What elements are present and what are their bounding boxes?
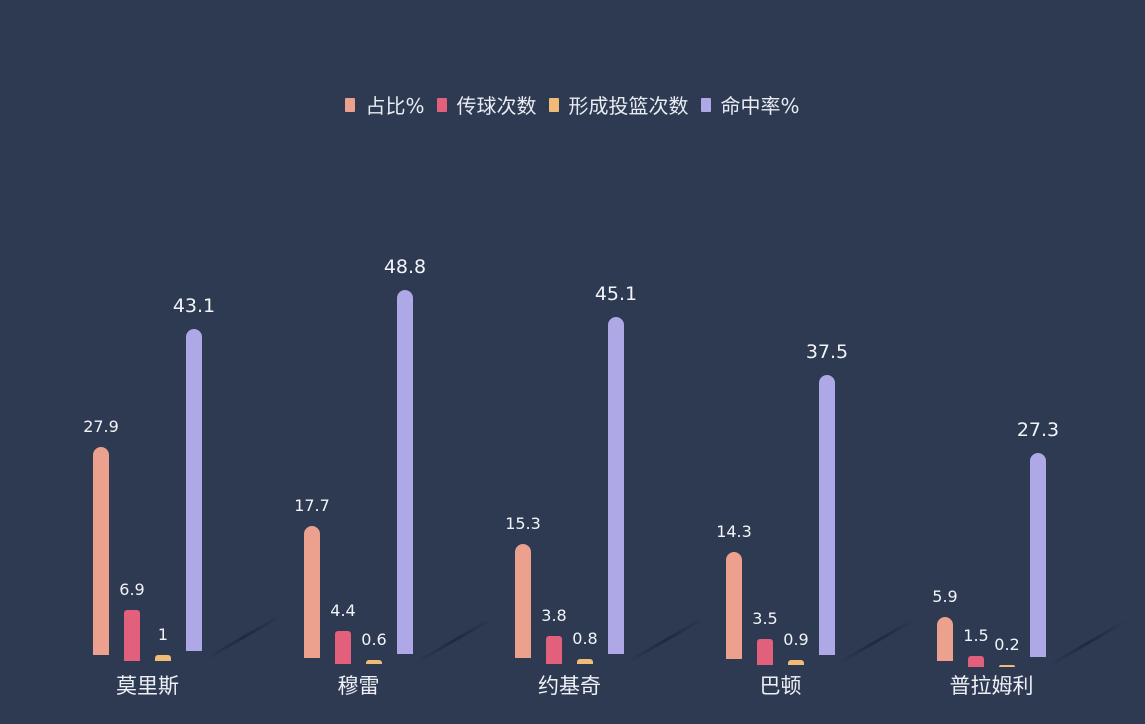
bar[interactable] [124,609,140,661]
chart-legend: 占比% 传球次数 形成投篮次数 命中率% [0,90,1145,119]
bar[interactable] [968,655,984,667]
x-axis-label: 穆雷 [337,674,380,698]
data-label: 15.3 [505,513,541,533]
data-label: 43.1 [172,295,216,318]
data-label: 0.2 [994,635,1020,654]
data-label: 27.3 [1016,419,1060,442]
legend-item-share[interactable]: 占比% [345,90,425,119]
bar[interactable] [726,552,742,659]
data-label: 3.8 [541,605,567,625]
legend-item-shots-created[interactable]: 形成投篮次数 [548,90,689,119]
x-axis-label: 莫里斯 [116,674,179,698]
bar[interactable] [788,659,804,665]
legend-label: 形成投篮次数 [568,94,689,118]
data-label: 3.5 [752,608,778,628]
floor-shadow [415,616,495,664]
x-axis-label: 普拉姆利 [949,674,1034,698]
legend-label: 命中率% [720,94,800,118]
bar[interactable] [819,375,835,655]
x-axis-label: 巴顿 [759,674,802,698]
legend-item-passes[interactable]: 传球次数 [436,90,537,119]
bar[interactable] [304,525,320,658]
floor-shadow [626,616,706,664]
legend-swatch-icon [548,97,559,112]
bar[interactable] [757,638,773,665]
floor-shadow [1048,619,1128,667]
data-label: 5.9 [932,586,958,606]
data-label: 4.4 [330,601,356,621]
legend-swatch-icon [700,97,711,112]
data-label: 14.3 [716,522,752,542]
bar[interactable] [515,543,531,658]
data-label: 45.1 [594,283,638,306]
floor-shadow [837,617,917,665]
bar[interactable] [366,660,382,664]
legend-label: 占比% [365,94,425,118]
data-label: 37.5 [805,341,849,364]
legend-label: 传球次数 [456,94,537,118]
legend-swatch-icon [436,97,447,112]
bar[interactable] [186,329,202,651]
bar[interactable] [155,655,171,661]
bar[interactable] [546,635,562,664]
data-label: 0.9 [783,629,809,649]
bar[interactable] [937,616,953,661]
bar[interactable] [335,631,351,664]
data-label: 27.9 [83,416,119,436]
data-label: 1.5 [963,625,989,645]
floor-shadow [204,613,284,661]
x-axis-label: 约基奇 [538,674,601,698]
bar[interactable] [999,665,1015,667]
legend-swatch-icon [345,97,356,112]
data-label: 0.6 [361,630,387,650]
bar[interactable] [1030,453,1046,657]
data-label: 0.8 [572,629,598,649]
bar[interactable] [397,289,413,654]
bar[interactable] [608,317,624,654]
data-label: 48.8 [383,255,427,278]
legend-item-fg-pct[interactable]: 命中率% [700,90,800,119]
data-label: 1 [157,625,169,644]
data-label: 17.7 [294,495,330,515]
bar[interactable] [577,659,593,664]
data-label: 6.9 [119,579,145,599]
bar[interactable] [93,446,109,655]
